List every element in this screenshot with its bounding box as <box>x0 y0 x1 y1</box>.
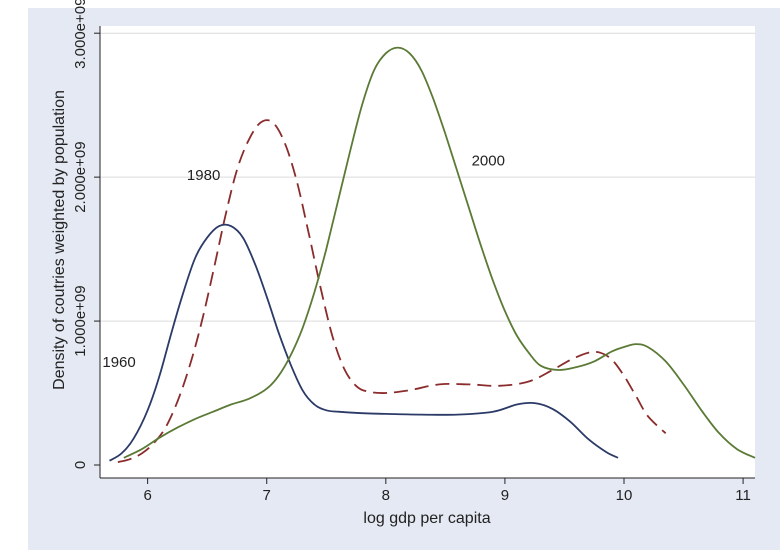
x-tick-label: 10 <box>616 487 633 504</box>
axes <box>99 26 755 479</box>
axis-ticks: 0 1.000e+09 2.000e+09 3.000e+09 6 7 8 9 10 11 <box>72 0 751 504</box>
series-label-1980: 1980 <box>187 167 220 184</box>
series-line-1960 <box>109 223 619 462</box>
y-axis-label: Density of coutries weighted by populati… <box>51 90 68 390</box>
x-tick-label: 9 <box>501 487 509 504</box>
y-tick-label: 3.000e+09 <box>72 0 89 69</box>
series-line-2000 <box>123 46 756 459</box>
series-line-1980 <box>117 119 667 463</box>
x-tick-label: 11 <box>735 487 751 504</box>
x-tick-label: 7 <box>263 487 271 504</box>
x-tick-label: 6 <box>143 487 151 504</box>
series-lines <box>109 46 756 463</box>
y-tick-label: 2.000e+09 <box>72 141 89 212</box>
series-label-1960: 1960 <box>102 354 135 371</box>
x-axis-label: log gdp per capita <box>363 510 490 527</box>
y-tick-label: 1.000e+09 <box>72 285 89 356</box>
series-label-2000: 2000 <box>472 153 505 170</box>
series-labels: 1960 1980 2000 <box>102 153 505 372</box>
x-tick-label: 8 <box>382 487 390 504</box>
plot-area <box>100 26 755 478</box>
y-tick-label: 0 <box>72 461 89 469</box>
grid-lines <box>100 32 755 322</box>
